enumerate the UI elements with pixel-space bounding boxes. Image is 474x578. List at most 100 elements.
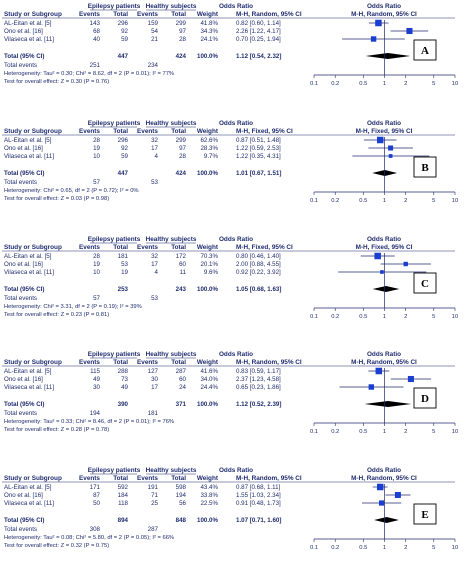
panel-label-box bbox=[413, 387, 437, 409]
group1-header: Epilepsy patients bbox=[88, 467, 141, 474]
total-label: Total (95% CI) bbox=[4, 53, 44, 60]
study-ci: 0.87 [0.68, 1.11] bbox=[236, 484, 281, 491]
forest-svg: Epilepsy patients Healthy subjects Odds Ra… bbox=[2, 236, 458, 320]
study-marker bbox=[375, 19, 382, 27]
study-ci: 0.87 [0.51, 1.48] bbox=[236, 137, 281, 144]
events-1: 10 bbox=[93, 153, 100, 160]
total-2: 11 bbox=[180, 269, 187, 276]
study-name: Ono et al. [16] bbox=[4, 145, 43, 152]
total-header: Total bbox=[171, 359, 186, 366]
overall-effect-text: Test for overall effect: Z = 0.28 (P = 0… bbox=[4, 427, 109, 433]
group2-header: Healthy subjects bbox=[146, 467, 197, 474]
total-n-1: 894 bbox=[118, 517, 129, 524]
study-column-header: Study or Subgroup bbox=[4, 359, 62, 366]
x-tick-label: 0.1 bbox=[310, 198, 318, 204]
study-name: Ono et al. [16] bbox=[4, 28, 43, 35]
events-header: Events bbox=[79, 475, 100, 482]
total-events-label: Total events bbox=[4, 62, 37, 69]
study-name: AL-Eitan et al. [5] bbox=[4, 253, 52, 260]
total-2: 194 bbox=[176, 492, 187, 499]
total-1: 59 bbox=[121, 36, 128, 43]
heterogeneity-text: Heterogeneity: Chi² = 3.31, df = 2 (P = … bbox=[4, 304, 142, 310]
x-tick-label: 10 bbox=[452, 545, 458, 551]
events-1: 143 bbox=[90, 20, 101, 27]
study-weight: 70.3% bbox=[200, 253, 218, 260]
total-1: 19 bbox=[121, 269, 128, 276]
pooled-diamond bbox=[365, 53, 411, 59]
events-1: 19 bbox=[93, 145, 100, 152]
study-column-header: Study or Subgroup bbox=[4, 244, 62, 251]
group1-header: Epilepsy patients bbox=[88, 3, 141, 10]
total-1: 184 bbox=[118, 492, 129, 499]
study-marker bbox=[376, 483, 384, 491]
x-tick-label: 0.1 bbox=[310, 81, 318, 87]
panel-label: E bbox=[421, 509, 428, 521]
total-events-2: 287 bbox=[148, 526, 159, 533]
odds-ratio-header: Odds Ratio bbox=[219, 3, 253, 10]
study-marker bbox=[375, 367, 383, 375]
total-weight: 100.0% bbox=[197, 53, 218, 60]
x-tick-label: 1 bbox=[383, 545, 386, 551]
total-n-2: 424 bbox=[176, 170, 187, 177]
study-weight: 24.4% bbox=[200, 384, 218, 391]
study-weight: 43.4% bbox=[200, 484, 218, 491]
total-n-1: 447 bbox=[118, 170, 129, 177]
events-2: 54 bbox=[151, 28, 158, 35]
events-2: 127 bbox=[148, 368, 159, 375]
total-events-label: Total events bbox=[4, 410, 37, 417]
group1-header: Epilepsy patients bbox=[88, 351, 141, 358]
events-header: Events bbox=[79, 128, 100, 135]
study-weight: 34.0% bbox=[200, 376, 218, 383]
total-events-label: Total events bbox=[4, 179, 37, 186]
study-name: Ono et al. [16] bbox=[4, 261, 43, 268]
total-label: Total (95% CI) bbox=[4, 170, 44, 177]
panel-label: D bbox=[421, 393, 429, 405]
study-ci: 1.55 [1.03, 2.34] bbox=[236, 492, 281, 499]
study-name: Vilaseca et al. [11] bbox=[4, 500, 54, 507]
study-ci: 0.82 [0.60, 1.14] bbox=[236, 20, 281, 27]
total-1: 49 bbox=[121, 384, 128, 391]
study-marker bbox=[388, 145, 394, 151]
weight-header: Weight bbox=[197, 128, 219, 135]
events-1: 30 bbox=[93, 384, 100, 391]
odds-ratio-plot-header: Odds Ratio bbox=[367, 351, 401, 358]
study-ci: 0.65 [0.23, 1.86] bbox=[236, 384, 281, 391]
method-plot-header: M-H, Random, 95% CI bbox=[351, 11, 417, 18]
study-weight: 34.3% bbox=[200, 28, 218, 35]
total-2: 60 bbox=[179, 261, 186, 268]
x-tick-label: 10 bbox=[452, 81, 458, 87]
events-header: Events bbox=[137, 359, 158, 366]
total-events-label: Total events bbox=[4, 295, 37, 302]
x-tick-label: 2 bbox=[404, 545, 407, 551]
total-n-2: 243 bbox=[176, 286, 187, 293]
total-label: Total (95% CI) bbox=[4, 286, 44, 293]
x-tick-label: 0.1 bbox=[310, 314, 318, 320]
forest-panel-e: Epilepsy patients Healthy subjects Odds Ra… bbox=[0, 464, 474, 576]
study-marker bbox=[406, 27, 413, 35]
group2-header: Healthy subjects bbox=[146, 3, 197, 10]
study-marker bbox=[374, 252, 381, 260]
total-ci: 1.12 [0.52, 2.39] bbox=[236, 401, 281, 408]
total-weight: 100.0% bbox=[197, 517, 218, 524]
forest-svg: Epilepsy patients Healthy subjects Odds Ra… bbox=[2, 351, 458, 435]
events-2: 32 bbox=[151, 253, 158, 260]
x-tick-label: 5 bbox=[432, 81, 435, 87]
total-header: Total bbox=[171, 128, 186, 135]
x-tick-label: 2 bbox=[404, 314, 407, 320]
study-marker bbox=[388, 154, 393, 158]
total-n-1: 253 bbox=[118, 286, 129, 293]
study-name: AL-Eitan et al. [5] bbox=[4, 368, 52, 375]
x-tick-label: 1 bbox=[383, 81, 386, 87]
weight-header: Weight bbox=[197, 244, 219, 251]
total-header: Total bbox=[113, 475, 128, 482]
study-name: Vilaseca et al. [11] bbox=[4, 36, 54, 43]
total-events-label: Total events bbox=[4, 526, 37, 533]
x-tick-label: 1 bbox=[383, 429, 386, 435]
events-1: 171 bbox=[90, 484, 101, 491]
method-header: M-H, Random, 95% CI bbox=[236, 475, 302, 482]
events-header: Events bbox=[137, 11, 158, 18]
events-2: 17 bbox=[151, 145, 158, 152]
panel-label: B bbox=[421, 162, 429, 174]
total-2: 28 bbox=[179, 153, 186, 160]
study-column-header: Study or Subgroup bbox=[4, 128, 62, 135]
